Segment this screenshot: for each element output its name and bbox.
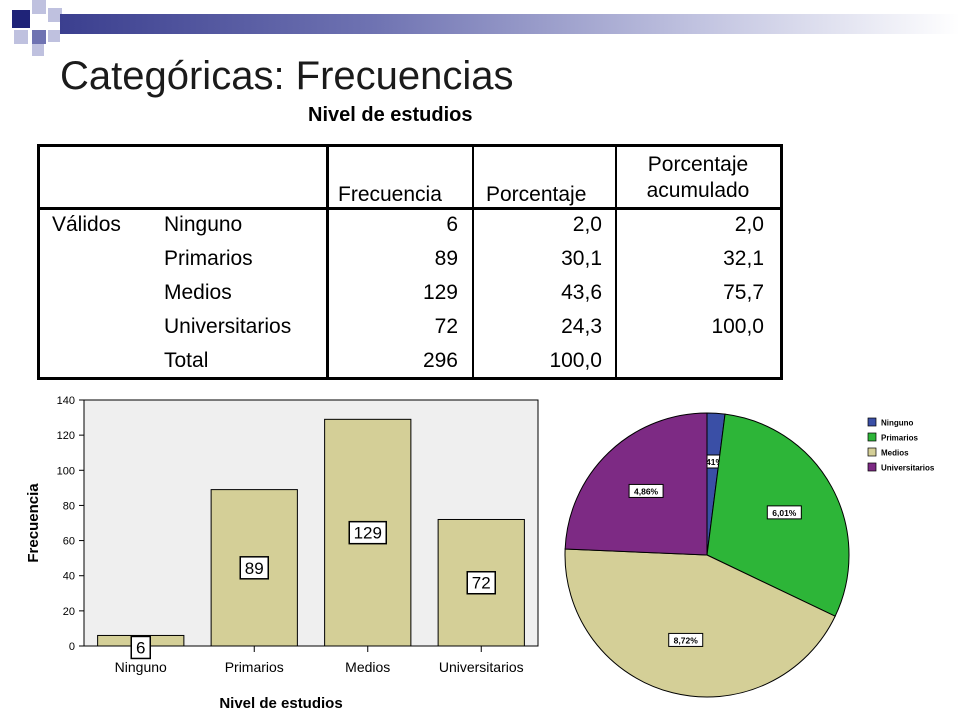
decor-square bbox=[32, 0, 46, 14]
header-acumulado-line1: Porcentaje bbox=[647, 153, 749, 176]
pie-chart: 0,41% 6,01% 8,72% 4,86% Ninguno Primarios Medi… bbox=[564, 412, 935, 698]
y-tick-label: 140 bbox=[57, 395, 75, 407]
y-tick-label: 20 bbox=[63, 606, 75, 618]
decor-square bbox=[48, 8, 62, 22]
row-pct: 2,0 bbox=[572, 213, 602, 236]
decor-square bbox=[48, 30, 60, 42]
legend-label: Ninguno bbox=[881, 419, 914, 428]
data-label-box bbox=[348, 520, 387, 545]
slice-label: 6,01% bbox=[772, 508, 797, 518]
data-label-box bbox=[130, 635, 151, 660]
table-divider bbox=[40, 207, 780, 210]
slice-label-box bbox=[628, 483, 664, 498]
y-tick-label: 0 bbox=[69, 641, 75, 653]
legend-label: Medios bbox=[881, 449, 909, 458]
data-label-box bbox=[466, 570, 496, 595]
decor-gradient-bar bbox=[60, 14, 960, 34]
x-axis-label: Nivel de estudios bbox=[219, 695, 342, 712]
header-acumulado-line2: acumulado bbox=[646, 179, 750, 202]
data-label: 6 bbox=[136, 638, 145, 657]
row-pct: 30,1 bbox=[561, 247, 602, 270]
row-label: Universitarios bbox=[164, 315, 292, 338]
row-label-total: Total bbox=[164, 349, 209, 372]
decor-square bbox=[32, 44, 44, 56]
frequency-table: Frecuencia Porcentaje Porcentaje acumula… bbox=[37, 144, 783, 380]
y-axis-label: Frecuencia bbox=[25, 483, 42, 563]
slide-title: Categóricas: Frecuencias bbox=[60, 54, 514, 98]
row-label: Medios bbox=[164, 281, 232, 304]
decor-square bbox=[14, 30, 28, 44]
slice-label: 8,72% bbox=[674, 635, 699, 645]
table-divider bbox=[326, 147, 329, 377]
legend-swatch bbox=[867, 462, 877, 472]
slide-header-decoration bbox=[0, 0, 960, 60]
header-frecuencia: Frecuencia bbox=[338, 183, 442, 206]
row-label: Ninguno bbox=[164, 213, 243, 236]
row-cum: 32,1 bbox=[723, 247, 764, 270]
row-label: Primarios bbox=[164, 247, 253, 270]
header-porcentaje: Porcentaje bbox=[486, 183, 587, 206]
data-label: 72 bbox=[472, 574, 491, 593]
row-freq: 129 bbox=[422, 281, 458, 304]
table-divider bbox=[472, 147, 474, 377]
x-tick-label: Primarios bbox=[225, 659, 284, 675]
slice-label-box bbox=[668, 632, 704, 647]
row-freq-total: 296 bbox=[422, 349, 458, 372]
legend-label: Primarios bbox=[881, 434, 918, 443]
y-tick-label: 120 bbox=[57, 430, 75, 442]
data-label-box bbox=[239, 556, 269, 580]
table-title: Nivel de estudios bbox=[308, 104, 473, 126]
legend-swatch bbox=[867, 417, 877, 427]
row-pct: 43,6 bbox=[561, 281, 602, 304]
row-cum: 100,0 bbox=[711, 315, 764, 338]
table-divider bbox=[615, 147, 617, 377]
data-label: 129 bbox=[354, 524, 382, 543]
row-pct-total: 100,0 bbox=[549, 349, 602, 372]
x-tick-label: Ninguno bbox=[115, 659, 167, 675]
bar-chart: 0 20 40 60 80 100 120 140 Ninguno 6 Primarios 89 Med… bbox=[25, 395, 539, 712]
slice-label-box bbox=[766, 505, 802, 520]
y-tick-label: 40 bbox=[63, 571, 75, 583]
legend-label: Universitarios bbox=[881, 464, 935, 473]
x-tick-label: Universitarios bbox=[439, 659, 524, 675]
row-pct: 24,3 bbox=[561, 315, 602, 338]
decor-square bbox=[12, 10, 30, 28]
legend-swatch bbox=[867, 432, 877, 442]
row-freq: 6 bbox=[446, 213, 458, 236]
group-label-validos: Válidos bbox=[52, 213, 121, 236]
row-cum: 2,0 bbox=[734, 213, 764, 236]
row-freq: 72 bbox=[434, 315, 458, 338]
y-tick-label: 100 bbox=[57, 465, 75, 477]
y-tick-label: 80 bbox=[63, 500, 75, 512]
legend-swatch bbox=[867, 447, 877, 457]
x-tick-label: Medios bbox=[345, 659, 390, 675]
y-tick-label: 60 bbox=[63, 536, 75, 548]
pie-slice bbox=[564, 548, 836, 698]
data-label: 89 bbox=[245, 559, 264, 578]
slice-label: 4,86% bbox=[634, 486, 659, 496]
decor-square bbox=[32, 30, 46, 44]
row-freq: 89 bbox=[434, 247, 458, 270]
slice-label: 0,41% bbox=[699, 457, 724, 467]
row-cum: 75,7 bbox=[723, 281, 764, 304]
